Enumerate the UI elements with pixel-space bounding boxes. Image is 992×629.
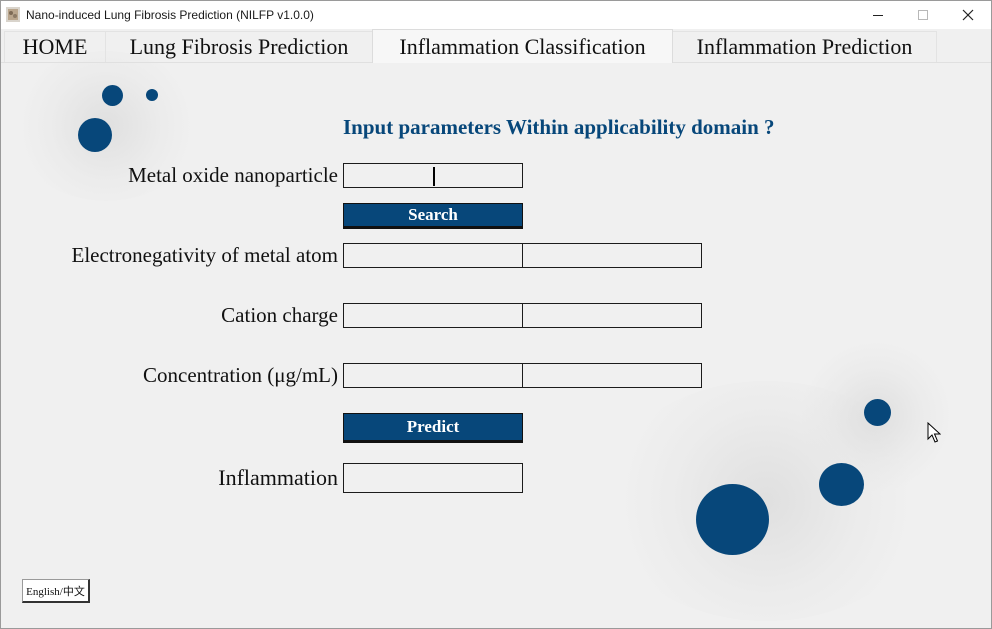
concentration-domain-field <box>522 363 702 388</box>
close-icon <box>962 9 974 21</box>
app-logo-icon <box>6 7 20 22</box>
decor-dot <box>102 85 123 106</box>
decor-dot <box>819 463 864 506</box>
language-toggle-button[interactable]: English/中文 <box>22 579 90 603</box>
minimize-icon <box>873 15 883 16</box>
title-bar: Nano-induced Lung Fibrosis Prediction (N… <box>1 1 991 29</box>
inflammation-result-field <box>343 463 523 493</box>
mouse-cursor-icon <box>927 422 941 443</box>
concentration-label: Concentration (μg/mL) <box>143 363 338 387</box>
inflammation-label: Inflammation <box>218 465 338 490</box>
cation-charge-label: Cation charge <box>221 303 338 327</box>
nanoparticle-input[interactable] <box>343 163 523 188</box>
search-button[interactable]: Search <box>343 203 523 229</box>
close-button[interactable] <box>945 1 991 29</box>
page-heading: Input parameters Within applicability do… <box>343 115 775 139</box>
decor-dot <box>78 118 112 152</box>
maximize-button[interactable] <box>900 1 946 29</box>
decor-dot <box>696 484 769 555</box>
cation-charge-domain-field <box>522 303 702 328</box>
electronegativity-field[interactable] <box>343 243 523 268</box>
predict-button[interactable]: Predict <box>343 413 523 443</box>
maximize-icon <box>918 10 928 20</box>
tab-inflammation-classification[interactable]: Inflammation Classification <box>372 29 673 63</box>
tab-lung-fibrosis-prediction[interactable]: Lung Fibrosis Prediction <box>105 31 373 62</box>
minimize-button[interactable] <box>855 1 901 29</box>
cation-charge-field[interactable] <box>343 303 523 328</box>
decor-dot <box>864 399 891 426</box>
electronegativity-label: Electronegativity of metal atom <box>71 243 339 267</box>
window-title: Nano-induced Lung Fibrosis Prediction (N… <box>26 8 314 22</box>
tab-bar: HOME Lung Fibrosis Prediction Inflammati… <box>1 29 991 63</box>
nanoparticle-label: Metal oxide nanoparticle <box>128 163 338 187</box>
tab-inflammation-prediction[interactable]: Inflammation Prediction <box>672 31 937 62</box>
electronegativity-domain-field <box>522 243 702 268</box>
concentration-field[interactable] <box>343 363 523 388</box>
decor-dot <box>146 89 158 101</box>
text-caret <box>433 167 435 186</box>
